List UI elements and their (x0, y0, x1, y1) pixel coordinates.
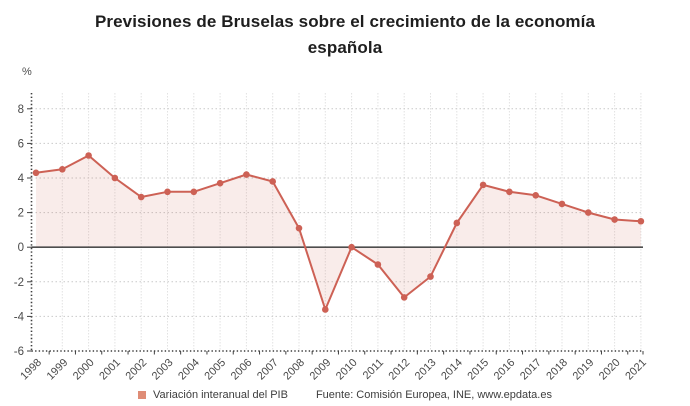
data-point-marker (506, 188, 513, 196)
x-tick-label: 2009 (308, 357, 334, 383)
data-point-marker (427, 273, 434, 280)
data-point-marker (243, 171, 250, 178)
x-tick-label: 2015 (465, 357, 491, 383)
chart-footer: Variación interanual del PIB Fuente: Com… (0, 387, 690, 403)
x-tick-label: 2002 (124, 357, 150, 383)
data-point-marker (322, 306, 329, 313)
y-tick-label: 6 (18, 138, 24, 150)
data-point-marker (269, 178, 277, 185)
y-tick-label: 4 (18, 173, 25, 185)
x-tick-label: 2017 (518, 357, 544, 383)
x-tick-label: 2010 (334, 357, 360, 383)
legend-marker-icon (138, 391, 147, 399)
data-point-marker (611, 216, 618, 223)
x-tick-label: 2005 (202, 357, 228, 383)
x-tick-label: 2004 (176, 357, 202, 383)
y-tick-label: -4 (14, 311, 25, 323)
data-point-marker (374, 261, 382, 268)
x-tick-label: 2008 (281, 357, 307, 383)
x-tick-label: 2020 (597, 357, 623, 383)
x-tick-label: 2012 (387, 357, 413, 383)
data-point-marker (453, 219, 461, 227)
data-point-marker (558, 200, 566, 208)
x-tick-label: 2016 (492, 357, 518, 383)
y-tick-label: -6 (14, 346, 24, 358)
x-tick-label: 1999 (45, 357, 71, 383)
data-point-marker (190, 188, 198, 196)
data-point-marker (111, 174, 119, 182)
y-tick-label: 2 (18, 208, 24, 220)
x-tick-label: 2014 (439, 357, 465, 383)
x-tick-label: 2007 (255, 357, 281, 383)
data-point-marker (137, 193, 145, 201)
data-point-marker (59, 166, 66, 173)
gdp-series-line (35, 154, 642, 311)
x-tick-label: 2003 (150, 357, 176, 383)
data-point-marker (479, 181, 487, 189)
x-tick-label: 2019 (571, 357, 597, 383)
x-tick-label: 2000 (71, 357, 97, 383)
data-point-marker (400, 294, 408, 301)
data-point-marker (32, 169, 40, 177)
x-tick-label: 2011 (361, 357, 386, 382)
data-point-marker (348, 243, 355, 251)
data-point-marker (637, 217, 645, 225)
data-point-marker (295, 224, 303, 232)
source-text: Fuente: Comisión Europea, INE, www.epdat… (315, 389, 552, 401)
x-tick-label: 2001 (97, 357, 123, 383)
y-axis-unit-label: % (22, 66, 32, 78)
y-tick-label: 8 (18, 104, 24, 116)
data-point-marker (532, 192, 539, 199)
data-point-marker (216, 179, 224, 187)
x-tick-label: 1998 (18, 357, 44, 383)
legend-item: Variación interanual del PIB (138, 389, 288, 401)
x-tick-label: 2013 (413, 357, 439, 383)
data-point-marker (85, 152, 92, 159)
series-area-fill (36, 155, 641, 310)
y-tick-label: 0 (18, 242, 24, 254)
x-tick-label: 2006 (229, 357, 255, 383)
chart-title: Previsiones de Bruselas sobre el crecimi… (94, 12, 596, 57)
x-tick-label: 2018 (544, 357, 570, 383)
data-point-marker (585, 209, 592, 216)
x-tick-label: 2021 (623, 357, 649, 383)
legend-label: Variación interanual del PIB (153, 389, 288, 401)
y-tick-label: -2 (14, 277, 24, 289)
data-point-marker (164, 188, 171, 196)
